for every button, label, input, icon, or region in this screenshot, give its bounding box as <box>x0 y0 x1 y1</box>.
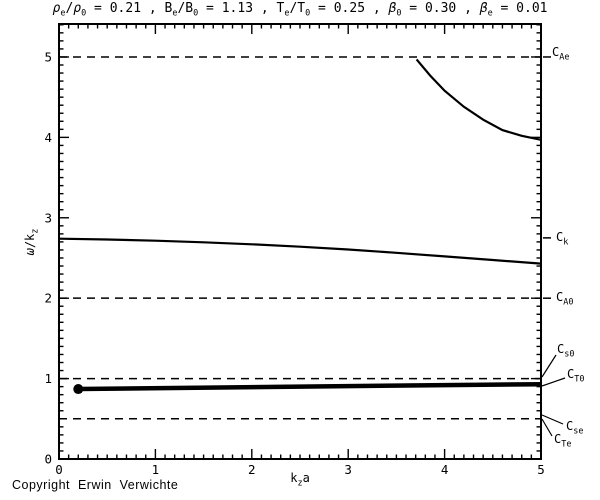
curve-fast-mode-upper-branch <box>415 58 542 141</box>
leader-C_s0 <box>541 354 557 378</box>
leader-C_T0 <box>541 377 566 387</box>
leader-C_se <box>541 414 564 425</box>
copyright-text: Copyright Erwin Verwichte <box>12 478 179 492</box>
curve-kink-mode <box>58 237 542 265</box>
x-tick-label: 3 <box>344 462 352 477</box>
y-tick-label: 5 <box>44 49 52 64</box>
plot-title: ρe/ρ0 = 0.21 , Be/B0 = 1.13 , Te/T0 = 0.… <box>52 1 548 19</box>
x-tick-label: 2 <box>248 462 256 477</box>
speed-label-C_Te: CTe <box>554 432 572 450</box>
plot-box <box>58 23 542 460</box>
y-tick-label: 4 <box>44 130 52 145</box>
y-tick-label: 2 <box>44 291 52 306</box>
speed-label-C_Ae: CAe <box>552 45 570 63</box>
leader-C_Te <box>541 418 553 437</box>
speed-label-C_T0: CT0 <box>567 367 585 385</box>
speed-label-C_k: Ck <box>556 230 569 248</box>
x-tick-label: 4 <box>441 462 449 477</box>
y-tick-label: 3 <box>44 210 52 225</box>
speed-label-C_A0: CA0 <box>556 290 574 308</box>
speed-label-C_se: Cse <box>566 419 584 437</box>
x-tick-label: 5 <box>537 462 545 477</box>
x-axis-label: kza <box>290 471 310 489</box>
y-axis-label: ω/kz <box>23 228 41 256</box>
y-tick-label: 0 <box>44 452 52 467</box>
x-tick-label: 1 <box>152 462 160 477</box>
curve-slow-mode <box>78 381 542 392</box>
y-tick-label: 1 <box>44 371 52 386</box>
marker-point <box>73 384 84 395</box>
x-tick-label: 0 <box>55 462 63 477</box>
speed-label-C_s0: Cs0 <box>557 342 575 360</box>
